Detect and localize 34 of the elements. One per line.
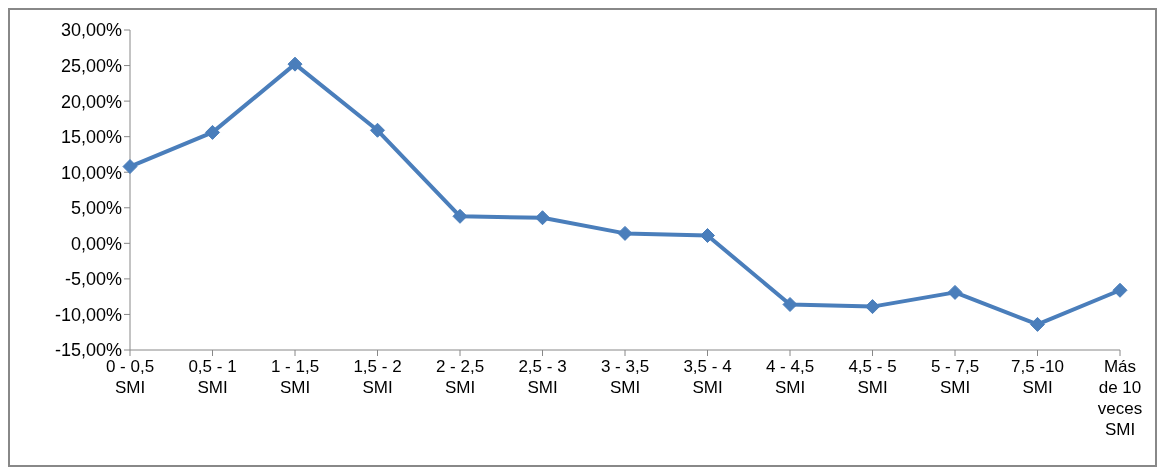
y-tick-label: 5,00% xyxy=(70,198,122,219)
y-tick-label: 0,00% xyxy=(70,233,122,254)
point xyxy=(122,159,138,175)
point xyxy=(865,299,880,315)
x-tick-label: 4,5 - 5 SMI xyxy=(848,357,897,397)
x-tick-label: 7,5 -10 SMI xyxy=(1011,357,1064,397)
y-tick-label: 15,00% xyxy=(60,127,122,148)
point xyxy=(947,284,963,300)
x-tick-label: Más de 10 veces SMI xyxy=(1097,357,1143,439)
x-tick-label: 2,5 - 3 SMI xyxy=(518,357,567,397)
y-tick-label: 30,00% xyxy=(60,20,122,41)
x-tick-label: 1 - 1,5 SMI xyxy=(270,357,320,397)
y-tick-label: -5,00% xyxy=(64,269,122,290)
point xyxy=(617,225,633,241)
x-tick-label: 0,5 - 1 SMI xyxy=(188,357,237,397)
x-tick-label: 3,5 - 4 SMI xyxy=(683,357,732,397)
point xyxy=(782,296,798,312)
point xyxy=(287,56,303,72)
point xyxy=(535,210,550,226)
y-tick-label: 10,00% xyxy=(60,162,122,183)
x-tick-label: 1,5 - 2 SMI xyxy=(353,357,402,397)
x-tick-label: 2 - 2,5 SMI xyxy=(435,357,485,397)
x-tick-label: 3 - 3,5 SMI xyxy=(600,357,650,397)
point xyxy=(1030,316,1045,332)
y-tick-label: -10,00% xyxy=(54,304,122,325)
y-tick-label: 20,00% xyxy=(60,91,122,112)
y-tick-label: 25,00% xyxy=(60,55,122,76)
x-tick-label: 5 - 7,5 SMI xyxy=(930,357,980,397)
x-tick-label: 4 - 4,5 SMI xyxy=(765,357,815,397)
point xyxy=(370,122,385,138)
point xyxy=(205,124,220,140)
point xyxy=(1112,282,1128,298)
point xyxy=(452,208,468,224)
point xyxy=(700,228,715,244)
